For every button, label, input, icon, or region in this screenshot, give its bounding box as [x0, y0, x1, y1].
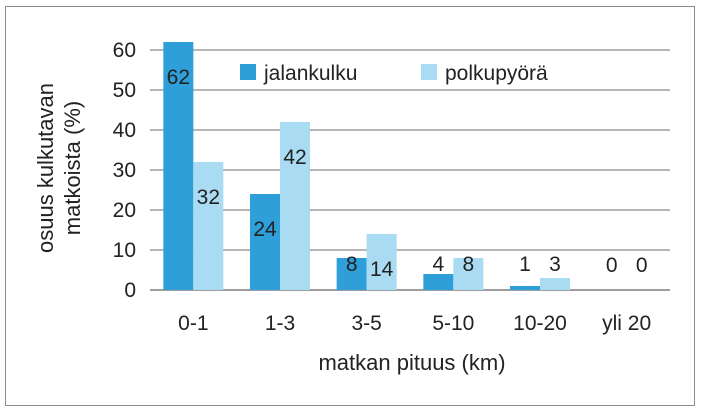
- y-axis-title-line-2: matkoista (%): [60, 101, 85, 235]
- data-label-polkupyora: 14: [370, 258, 394, 281]
- y-tick-label: 20: [113, 199, 136, 222]
- data-label-polkupyora: 42: [283, 146, 306, 169]
- legend-swatch-jalankulku: [240, 64, 256, 80]
- data-label-jalankulku: 0: [606, 254, 618, 277]
- x-tick-label: 0-1: [178, 312, 208, 335]
- legend-label-jalankulku: jalankulku: [263, 62, 357, 85]
- legend: jalankulku polkupyörä: [240, 62, 548, 85]
- y-tick-label: 60: [113, 39, 136, 62]
- legend-label-polkupyora: polkupyörä: [445, 62, 548, 85]
- data-label-polkupyora: 3: [549, 253, 561, 276]
- x-tick-label: 5-10: [432, 312, 474, 335]
- y-axis-title-line-1: osuus kulkutavan: [33, 83, 58, 253]
- chart-frame: [5, 6, 695, 406]
- bar-jalankulku: [163, 42, 194, 290]
- data-label-polkupyora: 32: [197, 186, 220, 209]
- x-axis-title: matkan pituus (km): [318, 350, 505, 375]
- data-label-jalankulku: 24: [253, 218, 277, 241]
- bar-polkupyora: [540, 278, 570, 290]
- y-tick-label: 10: [113, 239, 136, 262]
- y-tick-labels: 0 10 20 30 40 50 60: [113, 39, 136, 302]
- bar-jalankulku: [423, 274, 454, 290]
- legend-swatch-polkupyora: [421, 64, 437, 80]
- x-tick-labels: 0-1 1-3 3-5 5-10 10-20 yli 20: [178, 312, 651, 335]
- x-tick-label: 10-20: [513, 312, 567, 335]
- x-tick-label: 1-3: [265, 312, 295, 335]
- gridlines: [150, 49, 670, 291]
- data-label-jalankulku: 62: [167, 66, 190, 89]
- bar-polkupyora: [193, 162, 224, 290]
- bar-polkupyora: [366, 234, 397, 290]
- bar-jalankulku: [250, 194, 280, 290]
- y-tick-label: 40: [113, 119, 136, 142]
- bar-polkupyora: [280, 122, 310, 290]
- y-tick-label: 30: [113, 159, 136, 182]
- data-label-jalankulku: 1: [519, 253, 531, 276]
- data-label-jalankulku: 8: [346, 253, 358, 276]
- data-label-jalankulku: 4: [432, 253, 444, 276]
- bar-jalankulku: [336, 258, 367, 290]
- x-tick-label: 3-5: [351, 312, 381, 335]
- y-tick-label: 50: [113, 79, 136, 102]
- bars: [163, 42, 570, 290]
- bar-jalankulku: [510, 286, 540, 290]
- y-tick-label: 0: [124, 279, 136, 302]
- data-label-polkupyora: 0: [636, 254, 648, 277]
- data-label-polkupyora: 8: [462, 253, 474, 276]
- bar-polkupyora: [453, 258, 484, 290]
- x-tick-label: yli 20: [602, 312, 651, 335]
